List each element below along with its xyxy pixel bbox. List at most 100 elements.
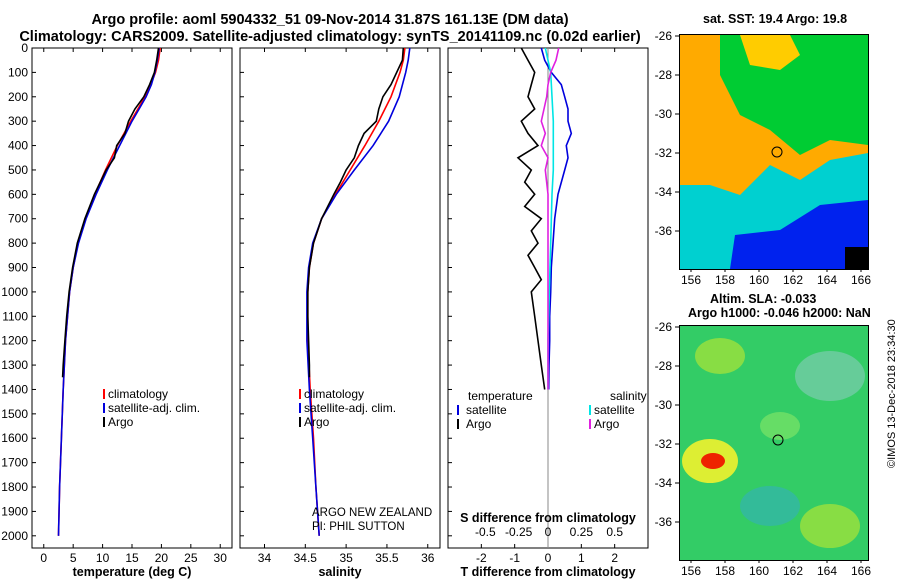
salinity-xlabel: salinity bbox=[318, 565, 361, 579]
difference-xtick-label: -2 bbox=[476, 551, 487, 565]
diff-legend-label: Argo bbox=[466, 417, 492, 431]
sst-lon-label: 160 bbox=[749, 273, 769, 287]
s-diff-axis-label: S difference from climatology bbox=[460, 511, 636, 525]
temperature-series-argo bbox=[61, 47, 160, 378]
temperature-xtick-label: 0 bbox=[40, 551, 47, 565]
sst-map-image bbox=[680, 35, 868, 269]
depth-tick-label: 2000 bbox=[1, 529, 28, 543]
difference-xtick-label: 2 bbox=[611, 551, 618, 565]
depth-tick-label: 300 bbox=[8, 114, 28, 128]
temperature-legend-label: Argo bbox=[108, 415, 134, 429]
temperature-xtick-label: 5 bbox=[70, 551, 77, 565]
sst-lat-label: -28 bbox=[655, 68, 673, 82]
salinity-legend-label: satellite-adj. clim. bbox=[304, 401, 396, 415]
depth-tick-label: 1500 bbox=[1, 407, 28, 421]
s-diff-tick-label: -0.5 bbox=[475, 525, 496, 539]
sst-lat-label: -34 bbox=[655, 185, 673, 199]
depth-tick-label: 700 bbox=[8, 212, 28, 226]
salinity-xtick-label: 35 bbox=[339, 551, 353, 565]
temperature-xtick-label: 20 bbox=[155, 551, 169, 565]
difference-xtick-label: 0 bbox=[545, 551, 552, 565]
sla-lon-label: 166 bbox=[851, 564, 871, 578]
difference-xtick-label: 1 bbox=[578, 551, 585, 565]
sla-lat-label: -26 bbox=[655, 320, 673, 334]
difference-series-s-argo bbox=[540, 47, 560, 390]
sst-lon-label: 162 bbox=[783, 273, 803, 287]
sla-lon-label: 162 bbox=[783, 564, 803, 578]
salinity-annotation: PI: PHIL SUTTON bbox=[312, 521, 405, 533]
temperature-xlabel: temperature (deg C) bbox=[73, 565, 192, 579]
temperature-series-climatology bbox=[57, 47, 161, 536]
depth-tick-label: 800 bbox=[8, 236, 28, 250]
sst-lat-label: -32 bbox=[655, 146, 673, 160]
sla-lon-label: 164 bbox=[817, 564, 837, 578]
depth-tick-label: 900 bbox=[8, 261, 28, 275]
sla-lon-label: 158 bbox=[715, 564, 735, 578]
temperature-series-satellite-adj-clim- bbox=[57, 47, 160, 536]
diff-legend-label: satellite bbox=[466, 403, 507, 417]
salinity-frame bbox=[239, 47, 441, 549]
sla-lon-label: 160 bbox=[749, 564, 769, 578]
salinity-legend-label: climatology bbox=[304, 387, 364, 401]
title-line-1: Argo profile: aoml 5904332_51 09-Nov-201… bbox=[91, 12, 569, 28]
sst-lon-label: 164 bbox=[817, 273, 837, 287]
salinity-annotation: ARGO NEW ZEALAND bbox=[312, 507, 432, 519]
depth-tick-label: 1200 bbox=[1, 334, 28, 348]
depth-tick-label: 1600 bbox=[1, 431, 28, 445]
temperature-xtick-label: 30 bbox=[214, 551, 228, 565]
sla-lat-label: -28 bbox=[655, 359, 673, 373]
depth-tick-label: 600 bbox=[8, 187, 28, 201]
temperature-xtick-label: 15 bbox=[125, 551, 139, 565]
s-diff-tick-label: 0 bbox=[545, 525, 552, 539]
depth-tick-label: 1400 bbox=[1, 382, 28, 396]
diff-legend-label: Argo bbox=[594, 417, 620, 431]
diff-legend-label: satellite bbox=[594, 403, 635, 417]
salinity-series-climatology bbox=[306, 47, 406, 536]
temperature-frame bbox=[31, 47, 233, 549]
salinity-legend-label: Argo bbox=[304, 415, 330, 429]
salinity-series-satellite-adj-clim- bbox=[306, 47, 411, 536]
depth-tick-label: 100 bbox=[8, 65, 28, 79]
s-diff-tick-label: 0.5 bbox=[606, 525, 623, 539]
difference-xlabel: T difference from climatology bbox=[460, 565, 635, 579]
s-diff-tick-label: 0.25 bbox=[570, 525, 594, 539]
sst-lat-label: -36 bbox=[655, 224, 673, 238]
diff-legend-title-s: salinity bbox=[610, 389, 647, 403]
depth-tick-label: 0 bbox=[21, 41, 28, 55]
sst-lon-label: 166 bbox=[851, 273, 871, 287]
sla-map-label-1: Altim. SLA: -0.033 bbox=[710, 292, 817, 306]
depth-tick-label: 1800 bbox=[1, 480, 28, 494]
sst-lon-label: 158 bbox=[715, 273, 735, 287]
diff-legend-title-t: temperature bbox=[468, 389, 533, 403]
salinity-xtick-label: 36 bbox=[421, 551, 435, 565]
sla-map bbox=[679, 325, 869, 561]
temperature-xtick-label: 25 bbox=[184, 551, 198, 565]
salinity-xtick-label: 34.5 bbox=[294, 551, 318, 565]
sst-lon-label: 156 bbox=[681, 273, 701, 287]
sla-lat-label: -32 bbox=[655, 437, 673, 451]
salinity-series-argo bbox=[306, 47, 405, 378]
sla-lon-label: 156 bbox=[681, 564, 701, 578]
depth-tick-label: 400 bbox=[8, 139, 28, 153]
depth-tick-label: 1700 bbox=[1, 456, 28, 470]
sst-lat-label: -30 bbox=[655, 107, 673, 121]
depth-tick-label: 1000 bbox=[1, 285, 28, 299]
depth-tick-label: 1100 bbox=[2, 309, 28, 323]
difference-series-s-satellite bbox=[544, 47, 555, 390]
credit-stamp: ©IMOS 13-Dec-2018 23:34:30 bbox=[886, 319, 898, 468]
sst-map bbox=[679, 34, 869, 270]
depth-tick-label: 1900 bbox=[1, 504, 28, 518]
sst-lat-label: -26 bbox=[655, 29, 673, 43]
difference-xtick-label: -1 bbox=[509, 551, 520, 565]
sla-lat-label: -36 bbox=[655, 515, 673, 529]
sla-map-image bbox=[680, 326, 868, 560]
salinity-xtick-label: 35.5 bbox=[375, 551, 399, 565]
temperature-xtick-label: 10 bbox=[96, 551, 110, 565]
depth-tick-label: 200 bbox=[8, 90, 28, 104]
sla-lat-label: -30 bbox=[655, 398, 673, 412]
depth-tick-label: 1300 bbox=[1, 358, 28, 372]
title-line-2: Climatology: CARS2009. Satellite-adjuste… bbox=[19, 29, 641, 45]
difference-series-t-argo bbox=[516, 47, 546, 390]
temperature-legend-label: satellite-adj. clim. bbox=[108, 401, 200, 415]
